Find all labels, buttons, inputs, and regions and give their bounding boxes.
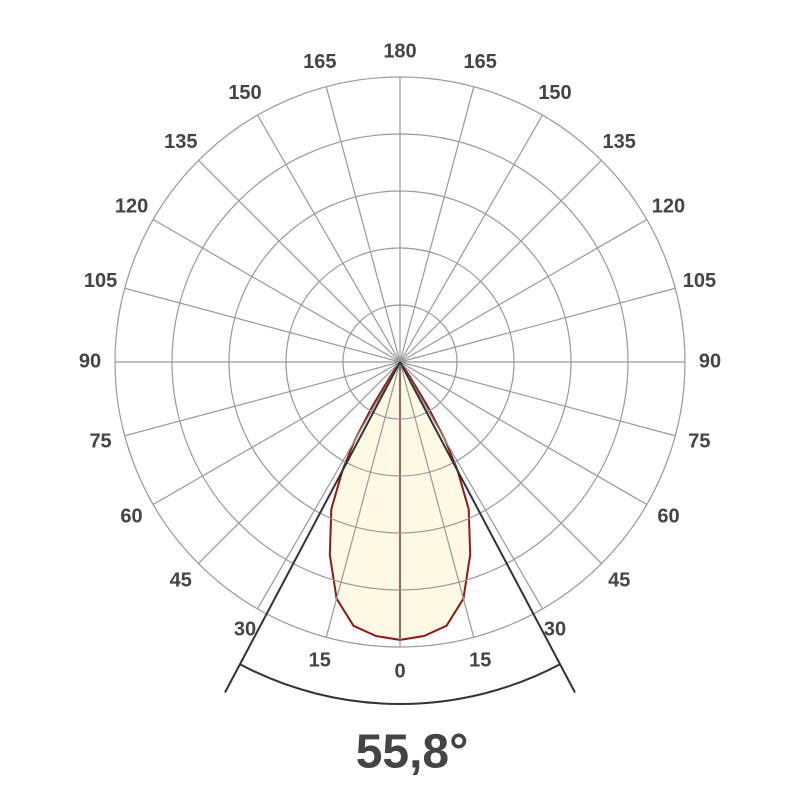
grid-spoke xyxy=(124,287,401,363)
grid-spoke xyxy=(152,361,401,506)
angle-label: 105 xyxy=(84,270,117,292)
grid-spoke xyxy=(399,361,544,610)
angle-label: 120 xyxy=(652,195,685,217)
angle-label: 90 xyxy=(79,350,101,372)
grid-spoke xyxy=(399,361,676,437)
grid-spoke xyxy=(256,361,401,610)
grid-spoke xyxy=(325,361,401,638)
grid-spoke xyxy=(399,287,676,363)
grid-spoke xyxy=(198,361,401,564)
grid-spoke xyxy=(399,114,544,363)
angle-label: 165 xyxy=(464,51,497,73)
angle-label: 30 xyxy=(544,619,566,641)
angle-label: 105 xyxy=(683,270,716,292)
grid-spoke xyxy=(198,160,401,363)
angle-label: 150 xyxy=(228,82,261,104)
angle-label: 0 xyxy=(394,660,405,682)
angle-label: 135 xyxy=(164,131,197,153)
angle-label: 60 xyxy=(657,505,679,527)
beam-angle-label: 55,8° xyxy=(356,726,469,779)
angle-label: 60 xyxy=(120,505,142,527)
angle-label: 45 xyxy=(608,569,630,591)
grid-spoke xyxy=(399,361,475,638)
grid-spoke xyxy=(124,361,401,437)
angle-label: 75 xyxy=(688,431,710,453)
angle-label: 45 xyxy=(170,569,192,591)
angle-label: 120 xyxy=(115,195,148,217)
grid-spoke xyxy=(399,218,648,363)
angle-label: 135 xyxy=(603,131,636,153)
beam-arc xyxy=(239,663,561,705)
grid-spoke xyxy=(256,114,401,363)
intensity-curve xyxy=(328,358,401,642)
intensity-curve xyxy=(399,358,472,642)
angle-label: 30 xyxy=(234,619,256,641)
grid-spoke xyxy=(399,361,602,564)
angle-label: 150 xyxy=(538,82,571,104)
grid-spoke xyxy=(399,160,602,363)
angle-label: 165 xyxy=(303,51,336,73)
angle-label: 15 xyxy=(309,650,331,672)
grid-spoke xyxy=(152,218,401,363)
angle-label: 15 xyxy=(469,650,491,672)
grid-spoke xyxy=(325,86,401,363)
angle-label: 180 xyxy=(383,40,416,62)
beam-line xyxy=(399,361,576,693)
grid-spoke xyxy=(399,361,648,506)
angle-label: 90 xyxy=(699,350,721,372)
beam-line xyxy=(224,361,401,693)
grid-spoke xyxy=(399,86,475,363)
angle-label: 75 xyxy=(89,431,111,453)
